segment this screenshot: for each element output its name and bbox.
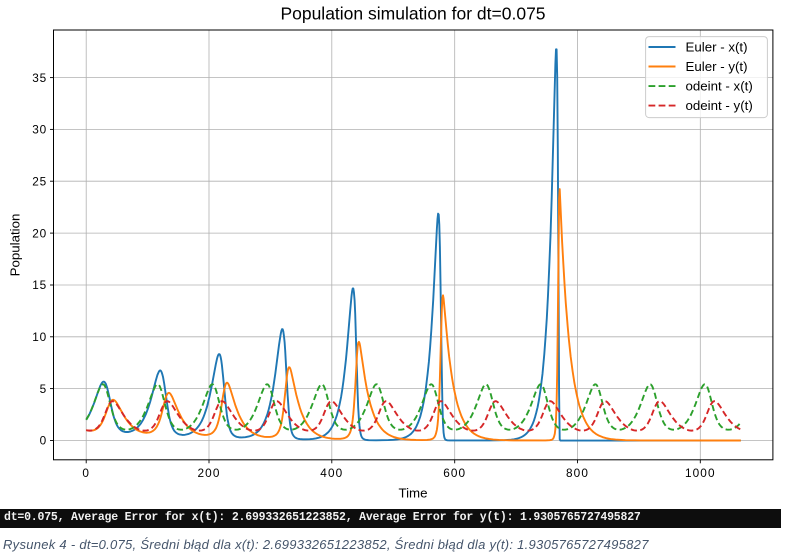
svg-text:1000: 1000	[685, 466, 716, 480]
svg-text:Population: Population	[8, 214, 23, 277]
svg-text:400: 400	[320, 466, 343, 480]
svg-text:800: 800	[566, 466, 589, 480]
svg-text:30: 30	[32, 123, 47, 137]
svg-text:Population simulation for dt=0: Population simulation for dt=0.075	[280, 3, 545, 23]
svg-text:20: 20	[32, 226, 47, 240]
svg-text:odeint - x(t): odeint - x(t)	[686, 79, 753, 94]
svg-text:5: 5	[40, 382, 47, 396]
svg-text:15: 15	[32, 278, 47, 292]
svg-text:25: 25	[32, 174, 47, 188]
svg-text:0: 0	[40, 434, 47, 448]
svg-text:200: 200	[198, 466, 221, 480]
svg-text:Euler - x(t): Euler - x(t)	[686, 40, 748, 55]
svg-text:35: 35	[32, 71, 47, 85]
svg-text:Euler - y(t): Euler - y(t)	[686, 59, 748, 74]
svg-text:0: 0	[82, 466, 90, 480]
svg-text:10: 10	[32, 330, 47, 344]
svg-text:600: 600	[443, 466, 466, 480]
svg-text:Time: Time	[398, 485, 427, 500]
svg-text:odeint - y(t): odeint - y(t)	[686, 98, 753, 113]
